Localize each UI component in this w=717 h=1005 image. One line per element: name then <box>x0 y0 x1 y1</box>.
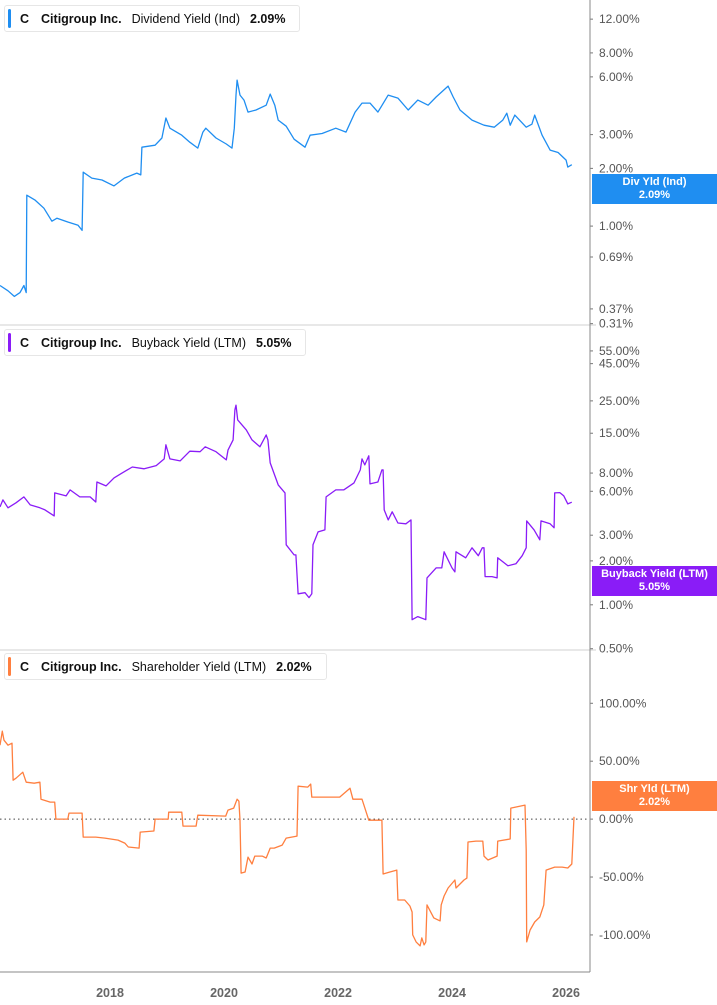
y-tick-label: 45.00% <box>599 357 640 371</box>
y-tick-label: 50.00% <box>599 754 640 768</box>
y-tick-label: 6.00% <box>599 70 633 84</box>
y-tick-label: 25.00% <box>599 394 640 408</box>
y-tick-label: 2.00% <box>599 161 633 175</box>
legend-ticker: C <box>20 11 30 26</box>
y-tick-label: 6.00% <box>599 484 633 498</box>
y-tick-label: 0.69% <box>599 250 633 264</box>
y-tick-label: 0.37% <box>599 302 633 316</box>
y-tick-label: 2.00% <box>599 554 633 568</box>
legend-value: 2.02% <box>276 659 312 674</box>
legend-dividend-yield: C Citigroup Inc. Dividend Yield (Ind) 2.… <box>4 5 301 32</box>
y-tick-label: 12.00% <box>599 12 640 26</box>
legend-company: Citigroup Inc. <box>41 659 122 674</box>
legend-value: 5.05% <box>256 335 292 350</box>
legend-buyback-yield: C Citigroup Inc. Buyback Yield (LTM) 5.0… <box>4 329 307 356</box>
legend-ticker: C <box>20 659 30 674</box>
legend-value: 2.09% <box>250 11 286 26</box>
series-line-0 <box>0 79 573 298</box>
legend-ticker: C <box>20 335 30 350</box>
y-tick-label: 0.00% <box>599 812 633 826</box>
series-color-marker <box>8 9 11 28</box>
legend-metric: Dividend Yield (Ind) <box>131 11 240 26</box>
y-tick-label: 15.00% <box>599 426 640 440</box>
tag-value: 2.02% <box>638 795 671 808</box>
y-tick-label: 55.00% <box>599 344 640 358</box>
x-tick-label: 2018 <box>96 986 124 1000</box>
legend-metric: Shareholder Yield (LTM) <box>131 659 267 674</box>
series-line-1 <box>0 404 573 621</box>
y-tick-label: 1.00% <box>599 598 633 612</box>
tag-label: Shr Yld (LTM) <box>619 782 690 795</box>
series-line-2 <box>0 730 575 947</box>
y-tick-label: 0.31% <box>599 317 633 331</box>
y-tick-label: 8.00% <box>599 46 633 60</box>
y-tick-label: 3.00% <box>599 128 633 142</box>
legend-shareholder-yield: C Citigroup Inc. Shareholder Yield (LTM)… <box>4 653 327 680</box>
current-value-tag-buyback: Buyback Yield (LTM) 5.05% <box>592 566 717 597</box>
series-color-marker <box>8 657 11 676</box>
y-tick-label: 8.00% <box>599 466 633 480</box>
series-color-marker <box>8 333 11 352</box>
legend-company: Citigroup Inc. <box>41 335 122 350</box>
y-tick-label: -100.00% <box>599 928 651 942</box>
y-tick-label: -50.00% <box>599 870 644 884</box>
current-value-tag-shareholder: Shr Yld (LTM) 2.02% <box>592 780 717 811</box>
tag-label: Div Yld (Ind) <box>622 175 687 188</box>
y-tick-label: 0.50% <box>599 642 633 656</box>
y-tick-label: 3.00% <box>599 528 633 542</box>
tag-value: 5.05% <box>638 581 671 594</box>
tag-value: 2.09% <box>638 188 671 201</box>
tag-label: Buyback Yield (LTM) <box>601 568 708 581</box>
x-tick-label: 2020 <box>210 986 238 1000</box>
x-tick-label: 2026 <box>552 986 580 1000</box>
current-value-tag-dividend: Div Yld (Ind) 2.09% <box>592 173 717 204</box>
y-tick-label: 100.00% <box>599 696 647 710</box>
y-tick-label: 1.00% <box>599 219 633 233</box>
legend-metric: Buyback Yield (LTM) <box>131 335 246 350</box>
x-tick-label: 2024 <box>438 986 466 1000</box>
legend-company: Citigroup Inc. <box>41 11 122 26</box>
x-tick-label: 2022 <box>324 986 352 1000</box>
